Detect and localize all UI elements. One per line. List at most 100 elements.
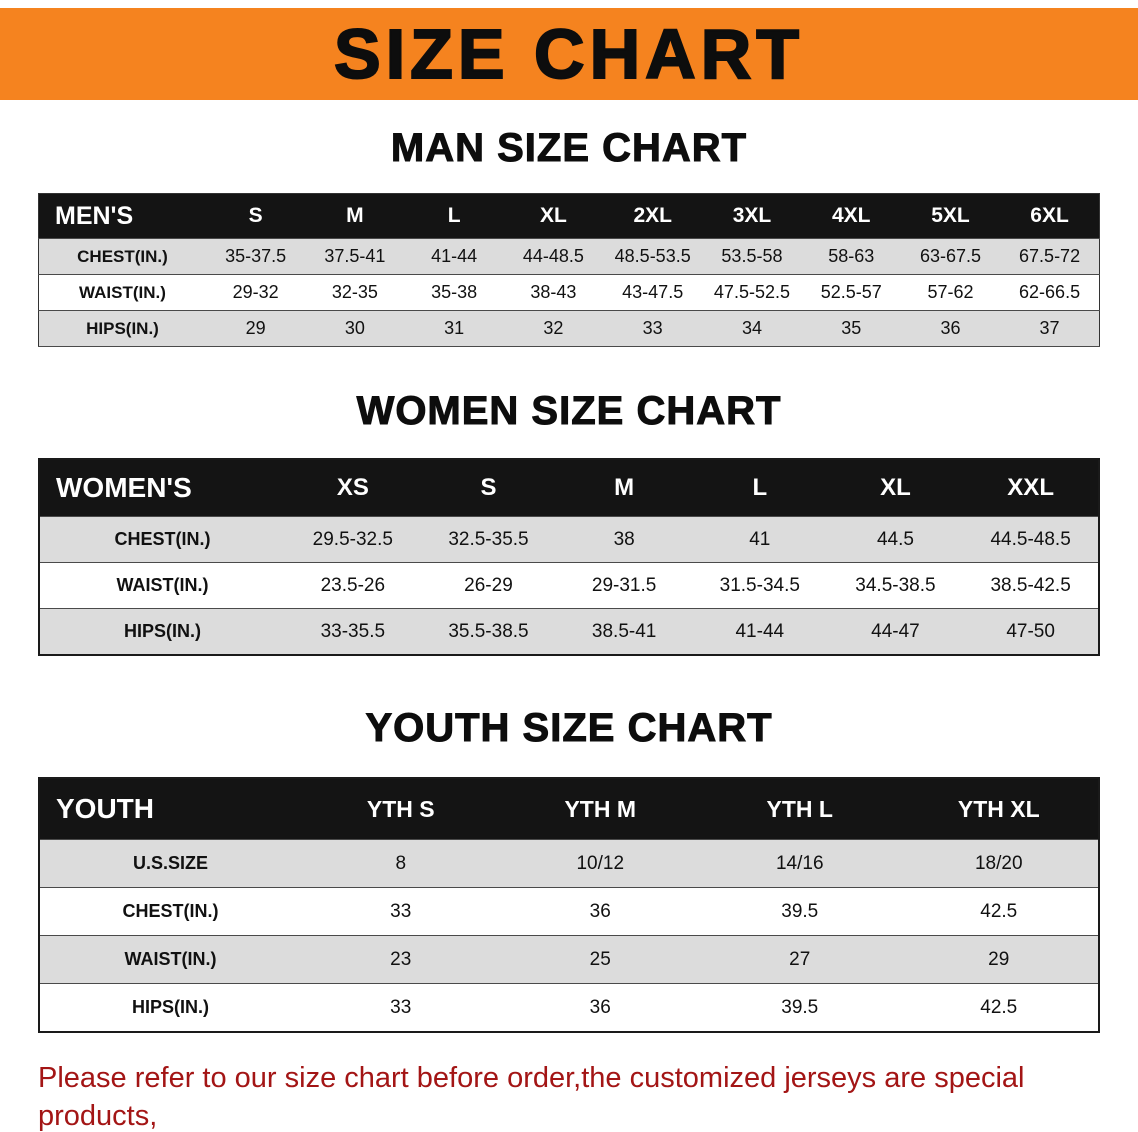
size-value-cell: 29-31.5 bbox=[591, 574, 657, 596]
size-column-header: 4XL bbox=[801, 193, 901, 239]
size-value-cell: 41-44 bbox=[431, 246, 478, 266]
size-column-header: M bbox=[305, 193, 405, 239]
size-value-cell: 57-62 bbox=[927, 282, 974, 302]
size-value-cell: 35-38 bbox=[431, 282, 478, 302]
row-label-cell: CHEST(IN.) bbox=[122, 901, 219, 921]
size-value-cell: 36 bbox=[589, 996, 611, 1018]
size-column-header: YTH L bbox=[700, 778, 900, 840]
size-column-header: 5XL bbox=[900, 193, 1001, 239]
size-value-cell: 10/12 bbox=[576, 852, 625, 874]
size-chart-page: SIZE CHART MAN SIZE CHART MEN'S S M L XL 2XL 3… bbox=[0, 8, 1138, 1132]
size-value-cell: 26-29 bbox=[464, 574, 513, 596]
size-value-cell: 8 bbox=[395, 852, 407, 874]
size-value-cell: 67.5-72 bbox=[1019, 246, 1081, 266]
size-value-cell: 47-50 bbox=[1006, 620, 1055, 642]
size-value-cell: 37 bbox=[1039, 318, 1060, 338]
size-value-cell: 42.5 bbox=[980, 900, 1018, 922]
size-column-header: YTH M bbox=[500, 778, 700, 840]
measurement-row: WAIST(IN.) 23 25 27 29 bbox=[39, 935, 1099, 984]
size-value-cell: 47.5-52.5 bbox=[713, 282, 790, 302]
men-section: MAN SIZE CHART MEN'S S M L XL 2XL 3XL 4XL 5XL 6XL… bbox=[0, 126, 1138, 347]
size-column-header: S bbox=[206, 193, 306, 239]
size-value-cell: 38-43 bbox=[530, 282, 577, 302]
size-value-cell: 38 bbox=[613, 528, 635, 550]
size-value-cell: 43-47.5 bbox=[622, 282, 684, 302]
size-value-cell: 32-35 bbox=[331, 282, 378, 302]
row-label-cell: CHEST(IN.) bbox=[114, 529, 211, 549]
size-column-header: XL bbox=[503, 193, 604, 239]
size-value-cell: 32 bbox=[543, 318, 564, 338]
size-value-cell: 38.5-42.5 bbox=[990, 574, 1071, 596]
men-section-heading: MAN SIZE CHART bbox=[390, 126, 748, 171]
size-value-cell: 35-37.5 bbox=[225, 246, 287, 266]
table-header-row: YOUTH YTH S YTH M YTH L YTH XL bbox=[39, 778, 1099, 840]
size-value-cell: 34 bbox=[741, 318, 762, 338]
measurement-row: U.S.SIZE 8 10/12 14/16 18/20 bbox=[39, 839, 1099, 888]
row-label-cell: WAIST(IN.) bbox=[116, 575, 209, 595]
size-value-cell: 23 bbox=[390, 948, 412, 970]
size-column-header: XL bbox=[827, 459, 964, 517]
table-header-row: MEN'S S M L XL 2XL 3XL 4XL 5XL 6XL bbox=[38, 193, 1100, 239]
size-value-cell: 29 bbox=[245, 318, 266, 338]
size-value-cell: 58-63 bbox=[828, 246, 875, 266]
size-column-header: L bbox=[404, 193, 504, 239]
size-value-cell: 23.5-26 bbox=[320, 574, 386, 596]
measurement-row: WAIST(IN.) 29-32 32-35 35-38 38-43 43-47.5 47.… bbox=[38, 274, 1100, 311]
row-label-cell: HIPS(IN.) bbox=[131, 997, 209, 1017]
size-value-cell: 36 bbox=[940, 318, 961, 338]
women-section-heading: WOMEN SIZE CHART bbox=[356, 389, 782, 434]
table-title-cell: WOMEN'S bbox=[39, 459, 285, 517]
size-column-header: YTH S bbox=[301, 778, 501, 840]
size-value-cell: 44-48.5 bbox=[522, 246, 584, 266]
men-size-table: MEN'S S M L XL 2XL 3XL 4XL 5XL 6XL CHEST(IN.) 35-37… bbox=[38, 193, 1100, 347]
size-value-cell: 42.5 bbox=[980, 996, 1018, 1018]
size-value-cell: 34.5-38.5 bbox=[855, 574, 936, 596]
size-value-cell: 35.5-38.5 bbox=[448, 620, 529, 642]
size-value-cell: 18/20 bbox=[974, 852, 1023, 874]
women-size-table: WOMEN'S XS S M L XL XXL CHEST(IN.) 29.5-32.5 32.5… bbox=[38, 458, 1100, 656]
size-value-cell: 33-35.5 bbox=[320, 620, 386, 642]
size-value-cell: 29-32 bbox=[232, 282, 279, 302]
measurement-row: HIPS(IN.) 33-35.5 35.5-38.5 38.5-41 41-44 44-… bbox=[39, 608, 1099, 655]
row-label-cell: HIPS(IN.) bbox=[86, 318, 159, 338]
size-value-cell: 52.5-57 bbox=[820, 282, 882, 302]
size-value-cell: 39.5 bbox=[781, 996, 819, 1018]
measurement-row: CHEST(IN.) 29.5-32.5 32.5-35.5 38 41 44.5 44.5… bbox=[39, 516, 1099, 563]
measurement-row: HIPS(IN.) 29 30 31 32 33 34 35 36 37 bbox=[38, 310, 1100, 347]
size-column-header: XXL bbox=[963, 459, 1099, 517]
size-value-cell: 31 bbox=[444, 318, 465, 338]
row-label-cell: WAIST(IN.) bbox=[124, 949, 217, 969]
size-value-cell: 32.5-35.5 bbox=[448, 528, 529, 550]
size-value-cell: 62-66.5 bbox=[1019, 282, 1081, 302]
youth-size-table: YOUTH YTH S YTH M YTH L YTH XL U.S.SIZE 8 10/12… bbox=[38, 777, 1100, 1033]
size-value-cell: 29 bbox=[988, 948, 1010, 970]
row-label-cell: U.S.SIZE bbox=[132, 853, 208, 873]
youth-section-heading: YOUTH SIZE CHART bbox=[365, 706, 773, 751]
size-value-cell: 36 bbox=[589, 900, 611, 922]
table-title-cell: YOUTH bbox=[39, 778, 301, 840]
measurement-row: CHEST(IN.) 35-37.5 37.5-41 41-44 44-48.5 48.5… bbox=[38, 238, 1100, 275]
banner: SIZE CHART bbox=[0, 8, 1138, 100]
page-title: SIZE CHART bbox=[333, 14, 804, 94]
size-value-cell: 27 bbox=[789, 948, 811, 970]
size-value-cell: 41-44 bbox=[735, 620, 785, 642]
size-column-header: 6XL bbox=[1000, 193, 1100, 239]
size-value-cell: 41 bbox=[749, 528, 771, 550]
size-column-header: YTH XL bbox=[899, 778, 1099, 840]
size-value-cell: 14/16 bbox=[775, 852, 824, 874]
size-column-header: XS bbox=[285, 459, 421, 517]
table-title-cell: MEN'S bbox=[38, 193, 206, 239]
disclaimer: Please refer to our size chart before or… bbox=[0, 1059, 1138, 1132]
measurement-row: HIPS(IN.) 33 36 39.5 42.5 bbox=[39, 983, 1099, 1032]
size-value-cell: 29.5-32.5 bbox=[312, 528, 393, 550]
size-value-cell: 33 bbox=[642, 318, 663, 338]
women-section: WOMEN SIZE CHART WOMEN'S XS S M L XL XXL CHEST(… bbox=[0, 389, 1138, 656]
measurement-row: CHEST(IN.) 33 36 39.5 42.5 bbox=[39, 887, 1099, 936]
size-value-cell: 30 bbox=[344, 318, 365, 338]
size-value-cell: 37.5-41 bbox=[324, 246, 386, 266]
size-value-cell: 53.5-58 bbox=[721, 246, 783, 266]
size-column-header: M bbox=[556, 459, 692, 517]
size-value-cell: 44.5-48.5 bbox=[990, 528, 1071, 550]
size-value-cell: 35 bbox=[841, 318, 862, 338]
disclaimer-line-1: Please refer to our size chart before or… bbox=[38, 1062, 1025, 1132]
